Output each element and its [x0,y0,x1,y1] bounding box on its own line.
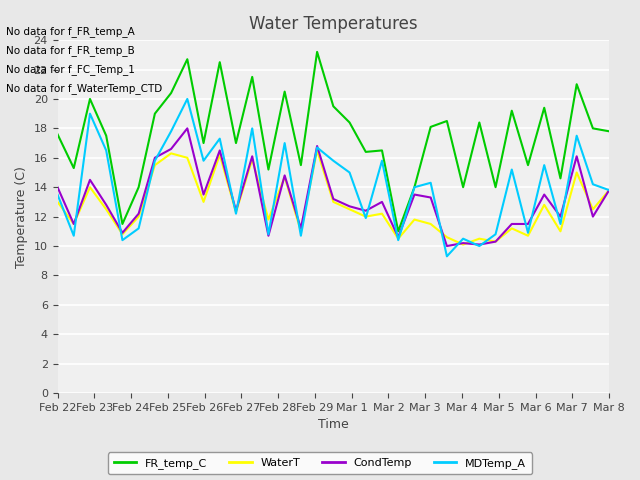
X-axis label: Time: Time [318,419,349,432]
Text: No data for f_FR_temp_A: No data for f_FR_temp_A [6,25,135,36]
Legend: FR_temp_C, WaterT, CondTemp, MDTemp_A: FR_temp_C, WaterT, CondTemp, MDTemp_A [108,453,532,474]
Text: No data for f_WaterTemp_CTD: No data for f_WaterTemp_CTD [6,83,163,94]
Text: No data for f_FC_Temp_1: No data for f_FC_Temp_1 [6,64,135,75]
Y-axis label: Temperature (C): Temperature (C) [15,166,28,267]
Title: Water Temperatures: Water Temperatures [249,15,418,33]
Text: No data for f_FR_temp_B: No data for f_FR_temp_B [6,45,135,56]
